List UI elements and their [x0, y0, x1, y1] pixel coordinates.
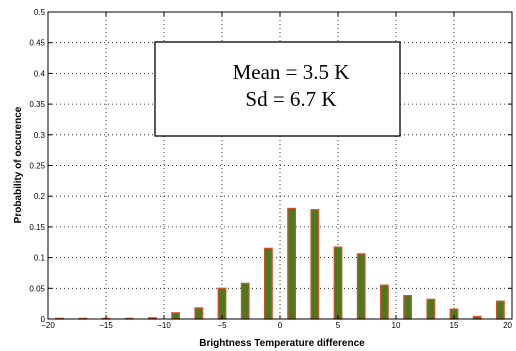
stats-annotation-box — [154, 41, 401, 137]
stats-annotation: Mean = 3.5 K Sd = 6.7 K — [154, 41, 401, 137]
histogram-bar — [240, 282, 250, 320]
histogram-bar — [403, 295, 413, 320]
y-tick-label: 0.15 — [29, 223, 45, 232]
histogram-bar — [379, 284, 389, 320]
y-tick-label: 0 — [41, 315, 46, 324]
stats-mean-text: Mean = 3.5 K — [233, 60, 350, 84]
x-tick-label: −5 — [217, 321, 227, 330]
y-tick-label: 0.4 — [34, 69, 46, 78]
y-tick-label: 0.05 — [29, 284, 45, 293]
y-tick-label: 0.5 — [34, 8, 46, 17]
y-tick-label: 0.2 — [34, 192, 46, 201]
x-tick-label: 0 — [278, 321, 283, 330]
histogram-bar — [263, 247, 273, 320]
stats-sd-text: Sd = 6.7 K — [245, 87, 336, 111]
y-tick-label: 0.25 — [29, 162, 45, 171]
x-tick-label: 15 — [450, 321, 459, 330]
y-axis-title: Probability of occurence — [13, 106, 24, 223]
x-tick-label: 20 — [503, 321, 512, 330]
histogram-bar — [495, 300, 505, 320]
axis-ticks — [47, 11, 513, 320]
histogram-bar — [171, 312, 181, 320]
x-tick-label: −20 — [41, 321, 55, 330]
histogram-bar — [287, 207, 297, 320]
x-tick-label: 5 — [336, 321, 341, 330]
histogram-bar — [356, 253, 366, 320]
y-tick-labels: 0 0.05 0.1 0.15 0.2 0.25 0.3 0.35 0.4 0.45 0.5 — [29, 8, 45, 324]
y-tick-label: 0.1 — [34, 254, 46, 263]
y-tick-label: 0.3 — [34, 131, 46, 140]
x-tick-label: 10 — [392, 321, 401, 330]
y-tick-label: 0.45 — [29, 39, 45, 48]
y-tick-label: 0.35 — [29, 100, 45, 109]
x-tick-label: −15 — [99, 321, 113, 330]
x-tick-label: −10 — [157, 321, 171, 330]
histogram-bar — [217, 287, 227, 320]
x-axis-title: Brightness Temperature difference — [199, 338, 365, 349]
histogram-bar — [194, 307, 204, 320]
x-tick-labels: −20 −15 −10 −5 0 5 10 15 20 — [41, 321, 512, 330]
histogram-bar — [310, 209, 320, 320]
histogram-bar — [426, 298, 436, 320]
histogram-bar — [333, 246, 343, 320]
